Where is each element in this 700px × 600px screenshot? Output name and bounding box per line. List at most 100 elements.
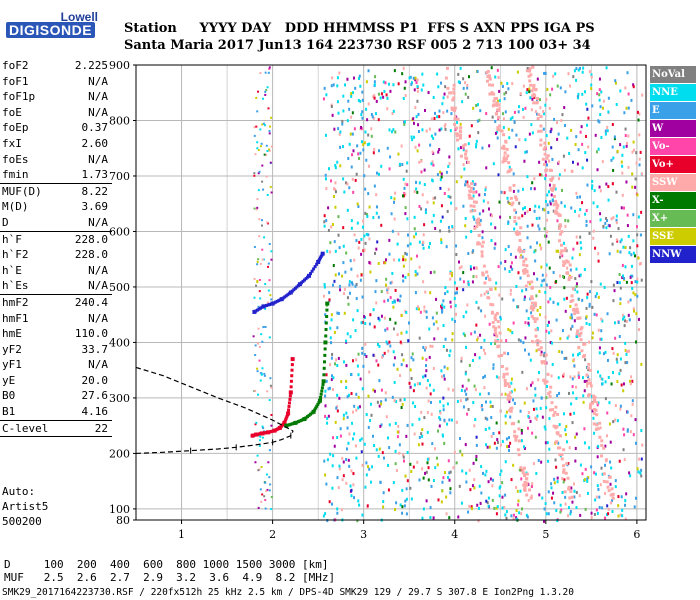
- interference-echo: [562, 468, 566, 472]
- noise-echo: [557, 177, 560, 181]
- noise-echo: [618, 334, 621, 338]
- interference-echo: [448, 91, 452, 95]
- upper-trace-point: [265, 303, 269, 307]
- noise-echo: [594, 472, 597, 476]
- noise-echo: [328, 500, 331, 504]
- interference-echo: [559, 243, 563, 247]
- noise-echo: [611, 182, 614, 186]
- interference-echo: [565, 259, 569, 263]
- noise-echo: [490, 214, 493, 218]
- noise-echo: [333, 444, 336, 448]
- param-value: N/A: [88, 90, 108, 104]
- upper-trace-point: [254, 309, 258, 313]
- noise-echo: [448, 155, 451, 159]
- noise-echo: [545, 134, 548, 138]
- ordinary-trace-point: [290, 374, 294, 378]
- noise-echo: [425, 358, 428, 362]
- noise-echo: [442, 476, 445, 480]
- noise-echo: [485, 276, 488, 280]
- interference-echo: [539, 353, 543, 357]
- noise-echo: [397, 82, 400, 86]
- noise-echo: [409, 242, 412, 246]
- noise-echo: [550, 329, 553, 333]
- noise-echo: [449, 487, 452, 491]
- interference-echo: [556, 446, 560, 450]
- noise-echo: [255, 284, 258, 287]
- noise-echo: [355, 297, 358, 301]
- noise-echo: [350, 281, 353, 285]
- interference-echo: [555, 206, 559, 210]
- noise-echo: [352, 149, 355, 153]
- noise-echo: [384, 398, 387, 402]
- noise-echo: [324, 404, 327, 408]
- noise-echo: [501, 481, 504, 485]
- noise-echo: [423, 109, 426, 113]
- noise-echo: [430, 162, 433, 166]
- noise-echo: [403, 504, 406, 508]
- noise-echo: [557, 302, 560, 306]
- noise-echo: [382, 95, 385, 99]
- noise-echo: [550, 146, 553, 150]
- interference-echo: [554, 426, 558, 430]
- noise-echo: [326, 519, 329, 523]
- interference-echo: [551, 408, 555, 412]
- noise-echo: [598, 346, 601, 350]
- noise-echo: [261, 493, 264, 496]
- noise-echo: [270, 508, 273, 511]
- noise-echo: [457, 515, 460, 519]
- noise-echo: [598, 185, 601, 189]
- noise-echo: [255, 96, 258, 99]
- auto-program: Artist5: [2, 500, 49, 513]
- noise-echo: [453, 281, 456, 285]
- noise-echo: [532, 462, 535, 466]
- interference-echo: [546, 372, 550, 376]
- noise-echo: [444, 286, 447, 290]
- noise-echo: [380, 400, 383, 404]
- noise-echo: [425, 386, 428, 390]
- noise-echo: [364, 130, 367, 134]
- noise-echo: [471, 358, 474, 362]
- noise-echo: [496, 505, 499, 509]
- noise-echo: [561, 491, 564, 495]
- noise-echo: [356, 221, 359, 225]
- noise-echo: [502, 126, 505, 130]
- noise-echo: [539, 406, 542, 410]
- noise-echo: [542, 207, 545, 211]
- extraordinary-trace-point: [325, 301, 330, 306]
- noise-echo: [487, 392, 490, 396]
- noise-echo: [360, 140, 363, 144]
- noise-echo: [517, 503, 520, 507]
- noise-echo: [325, 482, 328, 486]
- noise-echo: [561, 188, 564, 192]
- noise-echo: [447, 187, 450, 191]
- interference-echo: [563, 490, 567, 494]
- noise-echo: [270, 496, 273, 499]
- noise-echo: [360, 437, 363, 441]
- extraordinary-trace-point: [325, 315, 329, 319]
- noise-echo: [362, 249, 365, 253]
- interference-echo: [562, 448, 566, 452]
- noise-echo: [595, 495, 598, 499]
- upper-trace-point: [299, 281, 303, 285]
- noise-echo: [356, 519, 359, 523]
- noise-echo: [634, 280, 637, 284]
- interference-echo: [472, 200, 476, 204]
- interference-echo: [556, 212, 560, 216]
- noise-echo: [640, 468, 643, 472]
- noise-echo: [542, 519, 545, 523]
- noise-echo: [552, 300, 555, 304]
- noise-echo: [367, 133, 370, 137]
- noise-echo: [508, 165, 511, 169]
- noise-echo: [268, 399, 271, 402]
- noise-echo: [586, 183, 589, 187]
- noise-echo: [547, 320, 550, 324]
- noise-echo: [457, 72, 460, 76]
- interference-echo: [494, 331, 498, 335]
- interference-echo: [532, 101, 536, 105]
- interference-echo: [496, 126, 500, 130]
- noise-echo: [632, 291, 635, 295]
- interference-echo: [592, 411, 596, 415]
- noise-echo: [453, 450, 456, 454]
- noise-echo: [474, 388, 477, 392]
- param-value: N/A: [88, 311, 108, 325]
